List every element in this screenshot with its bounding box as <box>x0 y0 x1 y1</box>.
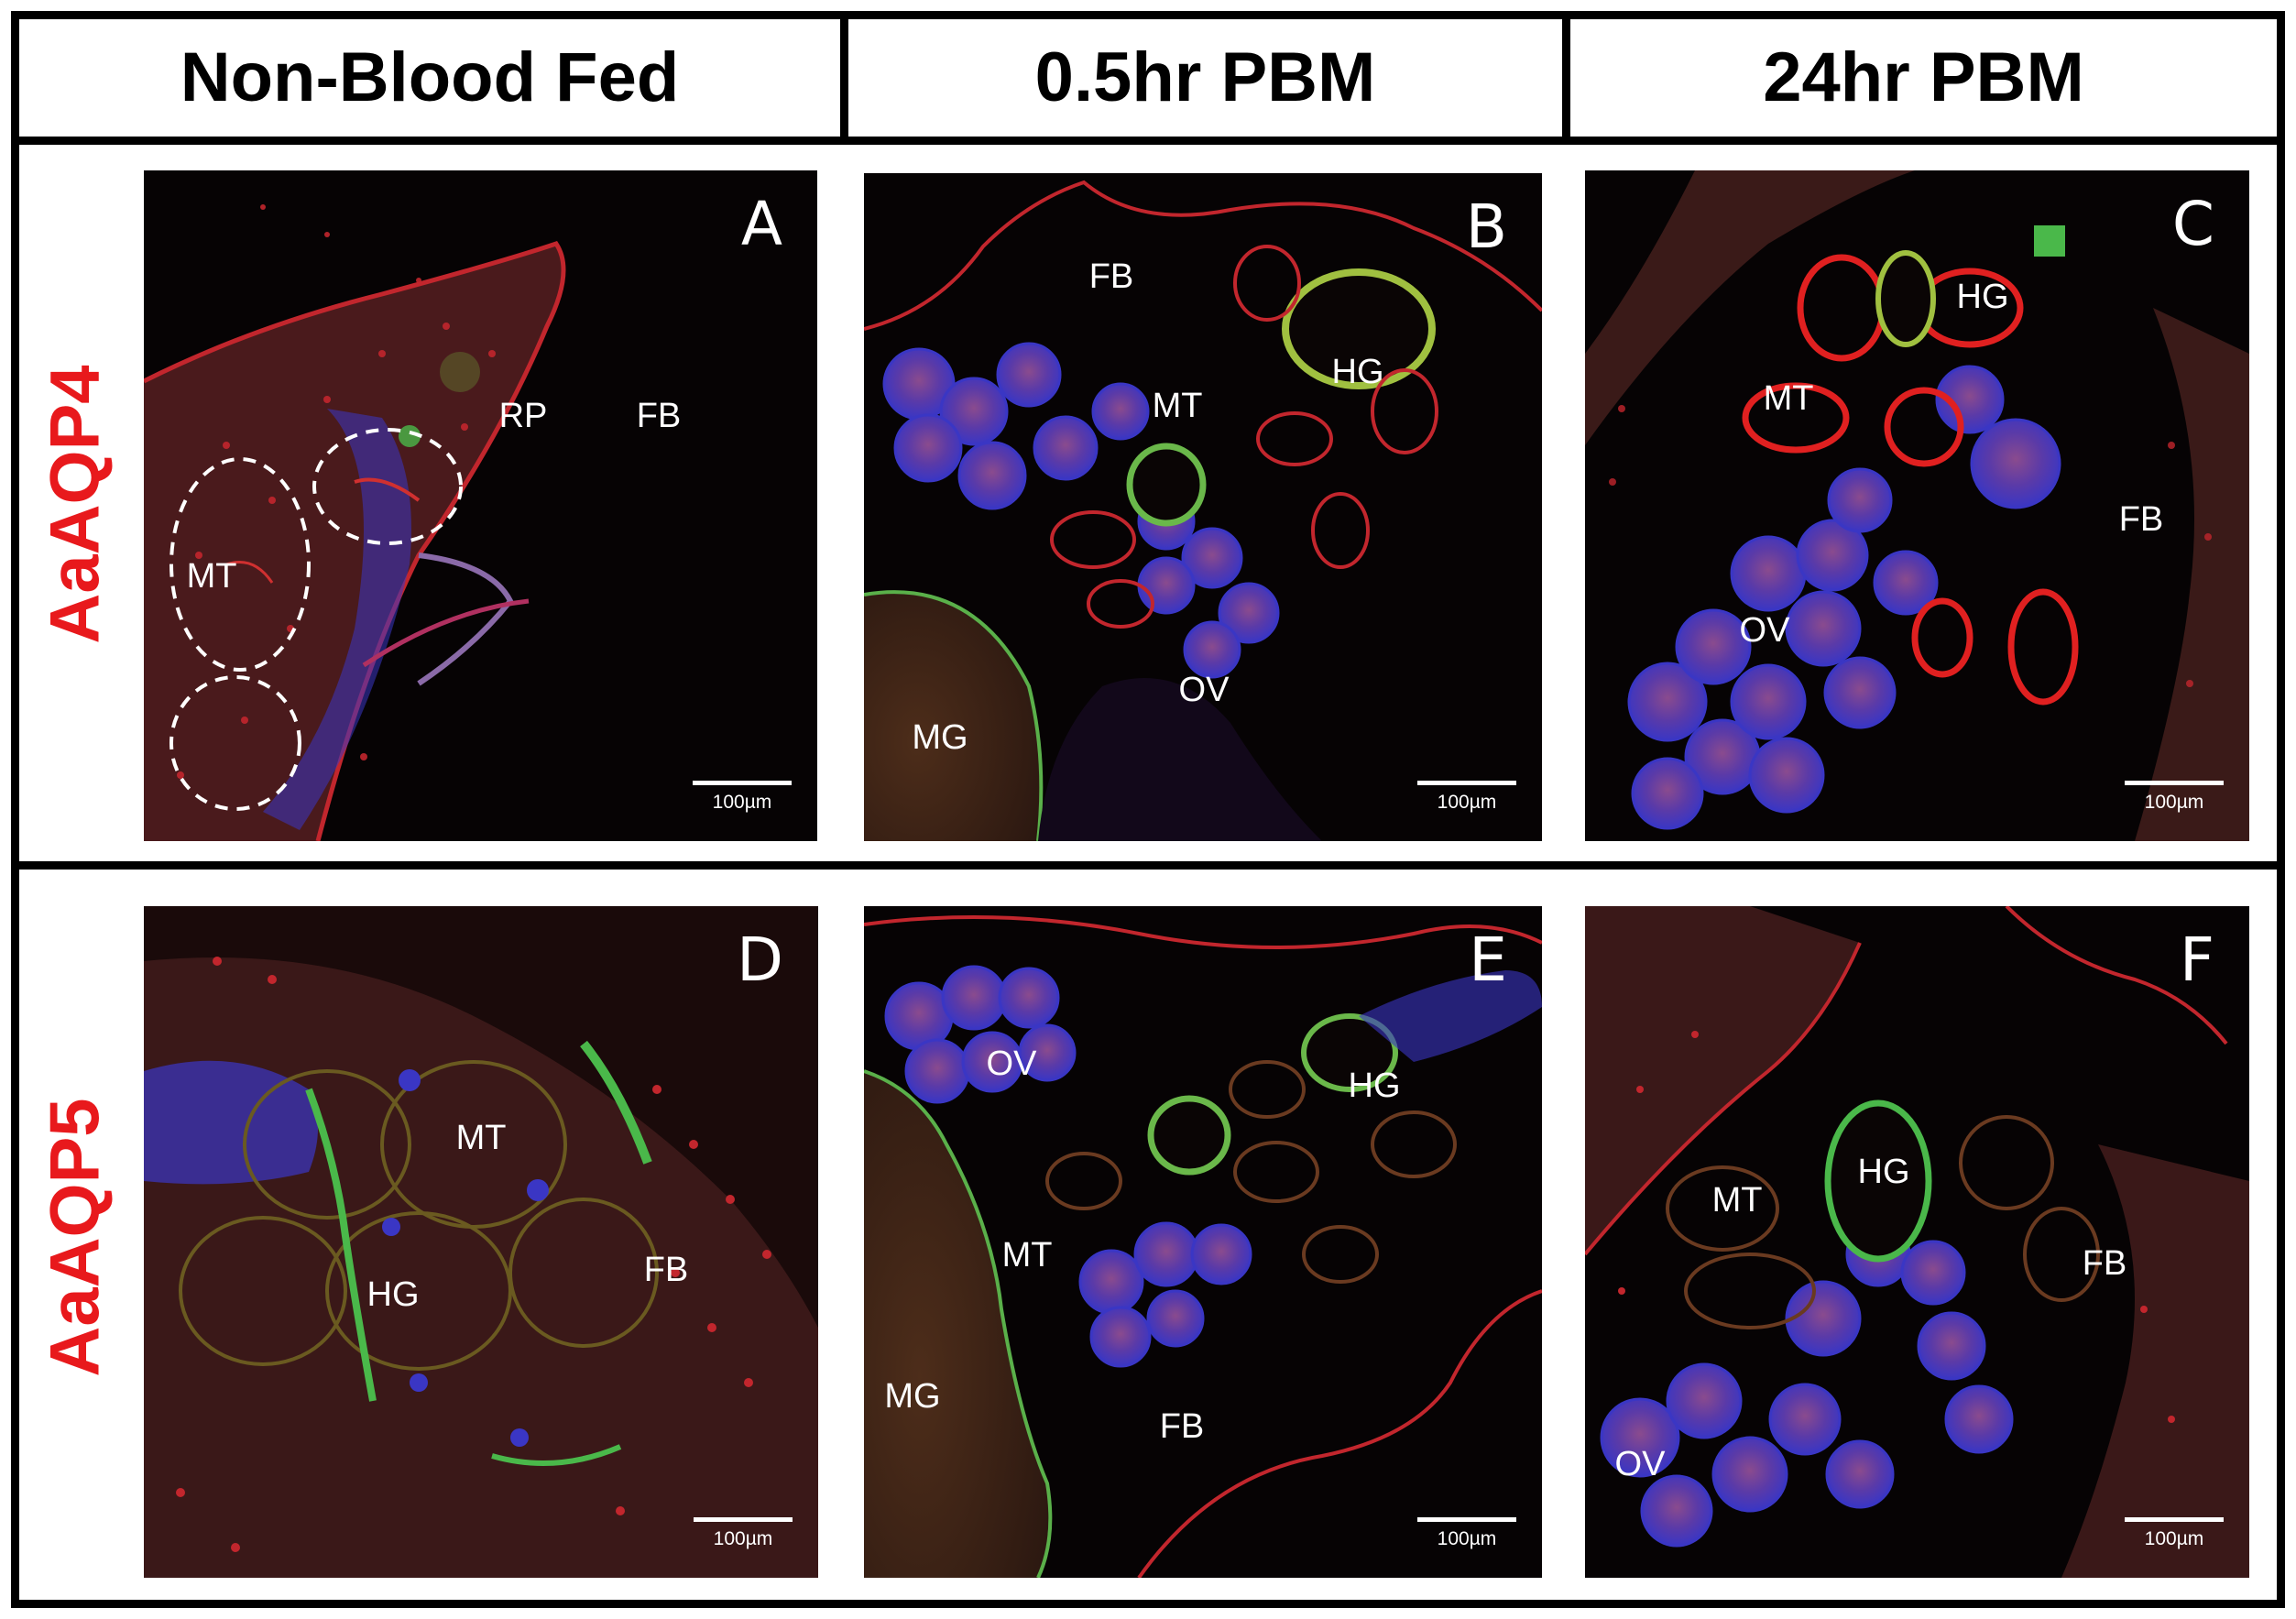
panel-b-scale-bar: 100µm <box>1417 781 1516 814</box>
panel-a: A RP FB MT 100µm <box>144 170 817 841</box>
panel-a-micrograph <box>144 204 566 841</box>
row-divider <box>11 861 2285 870</box>
figure-frame <box>11 11 2285 1608</box>
panel-b-label-fb: FB <box>1088 257 1134 296</box>
panel-e: E OV HG MT MG FB 100µm <box>864 906 1542 1578</box>
panel-b-label-mg: MG <box>912 718 968 757</box>
panel-c-label-mt: MT <box>1763 379 1814 418</box>
column-header-24hr-pbm: 24hr PBM <box>1763 38 2084 116</box>
panel-d: D MT FB HG 100µm <box>144 906 818 1578</box>
panel-f-label-hg: HG <box>1857 1153 1910 1191</box>
panel-c: C HG MT FB OV 100µm <box>1585 170 2249 841</box>
panel-e-label-mg: MG <box>884 1377 941 1416</box>
panel-c-letter: C <box>2171 189 2214 259</box>
header-col-divider-1 <box>840 11 848 141</box>
column-header-non-blood-fed: Non-Blood Fed <box>180 38 680 116</box>
panel-d-label-mt: MT <box>455 1119 507 1157</box>
panel-f-label-ov: OV <box>1614 1445 1666 1483</box>
panel-a-letter: A <box>740 189 782 259</box>
panel-c-label-hg: HG <box>1956 278 2009 316</box>
header-col-divider-2 <box>1562 11 1570 141</box>
panel-b: B FB HG MT OV MG 100µm <box>864 173 1542 841</box>
panel-f-scale-bar: 100µm <box>2125 1517 2224 1550</box>
panel-c-micrograph <box>1585 170 2249 841</box>
header-divider <box>11 137 2285 145</box>
row-label-aaaqp5: AaAQP5 <box>20 907 130 1567</box>
panel-f-label-mt: MT <box>1711 1181 1763 1220</box>
panel-b-micrograph <box>864 180 1542 841</box>
panel-b-label-ov: OV <box>1178 671 1230 709</box>
panel-d-label-hg: HG <box>366 1275 420 1314</box>
panel-b-label-mt: MT <box>1152 387 1203 425</box>
panel-e-scale-bar: 100µm <box>1417 1517 1516 1550</box>
panel-b-label-hg: HG <box>1331 353 1384 391</box>
panel-d-letter: D <box>737 924 783 995</box>
panel-d-scale-bar: 100µm <box>694 1517 793 1550</box>
panel-a-scale-bar: 100µm <box>693 781 792 814</box>
panel-d-micrograph <box>144 906 818 1578</box>
panel-e-label-fb: FB <box>1159 1407 1205 1446</box>
panel-f-label-fb: FB <box>2082 1244 2127 1283</box>
panel-a-label-rp: RP <box>498 397 548 435</box>
panel-a-label-mt: MT <box>186 557 237 596</box>
panel-e-letter: E <box>1469 924 1507 995</box>
panel-a-label-fb: FB <box>636 397 682 435</box>
panel-c-label-fb: FB <box>2118 500 2164 539</box>
panel-f-micrograph <box>1585 906 2249 1578</box>
panel-f: F HG MT FB OV 100µm <box>1585 906 2249 1578</box>
panel-c-label-ov: OV <box>1739 611 1790 650</box>
panel-e-label-mt: MT <box>1001 1236 1053 1274</box>
panel-c-scale-bar: 100µm <box>2125 781 2224 814</box>
panel-e-label-hg: HG <box>1348 1067 1401 1105</box>
panel-f-letter: F <box>2180 924 2214 995</box>
panel-e-micrograph <box>864 915 1542 1578</box>
row-label-aaaqp4: AaAQP4 <box>20 174 130 834</box>
row-label-aaaqp4-text: AaAQP4 <box>36 364 115 644</box>
panel-e-label-ov: OV <box>986 1045 1037 1083</box>
row-label-aaaqp5-text: AaAQP5 <box>36 1097 115 1377</box>
column-header-0-5hr-pbm: 0.5hr PBM <box>1034 38 1376 116</box>
panel-b-letter: B <box>1465 191 1507 262</box>
panel-d-label-fb: FB <box>643 1251 689 1289</box>
